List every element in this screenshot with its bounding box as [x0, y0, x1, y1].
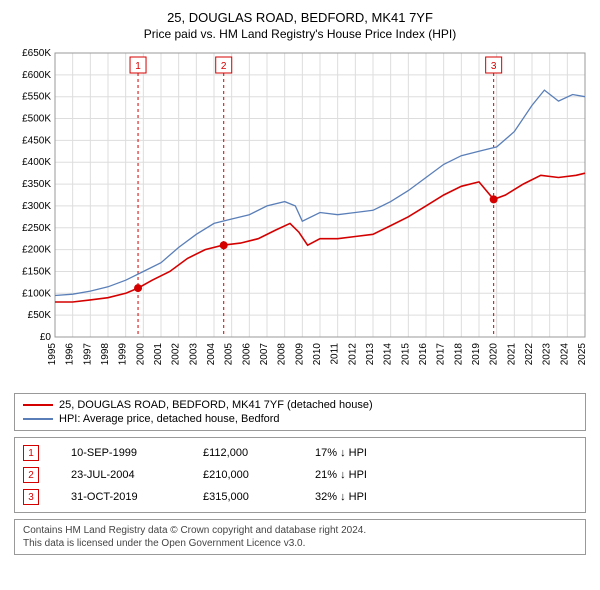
svg-text:1: 1 [135, 61, 141, 72]
chart-subtitle: Price paid vs. HM Land Registry's House … [10, 27, 590, 41]
svg-text:£300K: £300K [22, 201, 51, 212]
svg-text:2014: 2014 [383, 343, 394, 366]
svg-text:2023: 2023 [542, 343, 553, 366]
svg-text:£500K: £500K [22, 114, 51, 125]
legend-label: 25, DOUGLAS ROAD, BEDFORD, MK41 7YF (det… [59, 399, 373, 411]
sales-date: 10-SEP-1999 [71, 447, 171, 459]
svg-text:2010: 2010 [312, 343, 323, 366]
svg-text:2025: 2025 [577, 343, 588, 366]
svg-text:2020: 2020 [489, 343, 500, 366]
svg-text:£450K: £450K [22, 135, 51, 146]
sales-price: £315,000 [203, 491, 283, 503]
svg-text:£350K: £350K [22, 179, 51, 190]
svg-text:2007: 2007 [259, 343, 270, 366]
title-block: 25, DOUGLAS ROAD, BEDFORD, MK41 7YF Pric… [10, 10, 590, 41]
svg-text:1998: 1998 [100, 343, 111, 366]
sales-date: 31-OCT-2019 [71, 491, 171, 503]
license-line: This data is licensed under the Open Gov… [23, 537, 577, 550]
chart-svg: £0 £50K £100K £150K £200K £250K £300K £350K £400… [11, 47, 589, 387]
sales-diff: 17% ↓ HPI [315, 447, 405, 459]
svg-text:2017: 2017 [436, 343, 447, 366]
svg-text:2002: 2002 [171, 343, 182, 366]
sales-row: 3 31-OCT-2019 £315,000 32% ↓ HPI [23, 486, 577, 508]
chart-container: 25, DOUGLAS ROAD, BEDFORD, MK41 7YF Pric… [0, 0, 600, 561]
legend-swatch-red [23, 404, 53, 406]
chart-plot: £0 £50K £100K £150K £200K £250K £300K £350K £400… [11, 47, 589, 387]
svg-text:2005: 2005 [224, 343, 235, 366]
sales-row: 1 10-SEP-1999 £112,000 17% ↓ HPI [23, 442, 577, 464]
legend-box: 25, DOUGLAS ROAD, BEDFORD, MK41 7YF (det… [14, 393, 586, 431]
svg-text:2006: 2006 [241, 343, 252, 366]
svg-text:2011: 2011 [330, 343, 341, 365]
svg-text:£200K: £200K [22, 245, 51, 256]
svg-text:1995: 1995 [47, 343, 58, 366]
svg-text:2008: 2008 [277, 343, 288, 366]
sales-date: 23-JUL-2004 [71, 469, 171, 481]
sales-box: 1 10-SEP-1999 £112,000 17% ↓ HPI 2 23-JU… [14, 437, 586, 513]
svg-text:1999: 1999 [118, 343, 129, 366]
svg-text:1997: 1997 [82, 343, 93, 366]
legend-item-property: 25, DOUGLAS ROAD, BEDFORD, MK41 7YF (det… [23, 398, 577, 412]
legend-item-hpi: HPI: Average price, detached house, Bedf… [23, 412, 577, 426]
svg-text:£650K: £650K [22, 48, 51, 59]
svg-text:2004: 2004 [206, 343, 217, 366]
sales-diff: 21% ↓ HPI [315, 469, 405, 481]
svg-text:2015: 2015 [400, 343, 411, 366]
svg-text:£550K: £550K [22, 92, 51, 103]
svg-text:2022: 2022 [524, 343, 535, 366]
legend-label: HPI: Average price, detached house, Bedf… [59, 413, 280, 425]
sales-badge: 3 [23, 489, 39, 505]
svg-text:£150K: £150K [22, 266, 51, 277]
license-line: Contains HM Land Registry data © Crown c… [23, 524, 577, 537]
sales-price: £112,000 [203, 447, 283, 459]
sales-badge: 1 [23, 445, 39, 461]
svg-text:£250K: £250K [22, 223, 51, 234]
svg-text:2018: 2018 [453, 343, 464, 366]
svg-text:£400K: £400K [22, 157, 51, 168]
svg-text:£600K: £600K [22, 70, 51, 81]
svg-text:2013: 2013 [365, 343, 376, 366]
legend-swatch-blue [23, 418, 53, 420]
svg-text:1996: 1996 [65, 343, 76, 366]
svg-text:2003: 2003 [188, 343, 199, 366]
sales-diff: 32% ↓ HPI [315, 491, 405, 503]
sales-price: £210,000 [203, 469, 283, 481]
svg-text:2000: 2000 [135, 343, 146, 366]
svg-text:£0: £0 [40, 332, 52, 343]
svg-text:£50K: £50K [28, 310, 52, 321]
chart-title: 25, DOUGLAS ROAD, BEDFORD, MK41 7YF [10, 10, 590, 25]
svg-text:2009: 2009 [294, 343, 305, 366]
svg-text:2019: 2019 [471, 343, 482, 366]
svg-text:£100K: £100K [22, 288, 51, 299]
svg-text:2021: 2021 [506, 343, 517, 366]
svg-text:2024: 2024 [559, 343, 570, 366]
svg-text:2012: 2012 [347, 343, 358, 366]
sales-row: 2 23-JUL-2004 £210,000 21% ↓ HPI [23, 464, 577, 486]
svg-text:3: 3 [491, 61, 497, 72]
svg-text:2: 2 [221, 61, 227, 72]
svg-text:2016: 2016 [418, 343, 429, 366]
svg-text:2001: 2001 [153, 343, 164, 366]
license-box: Contains HM Land Registry data © Crown c… [14, 519, 586, 555]
sales-badge: 2 [23, 467, 39, 483]
